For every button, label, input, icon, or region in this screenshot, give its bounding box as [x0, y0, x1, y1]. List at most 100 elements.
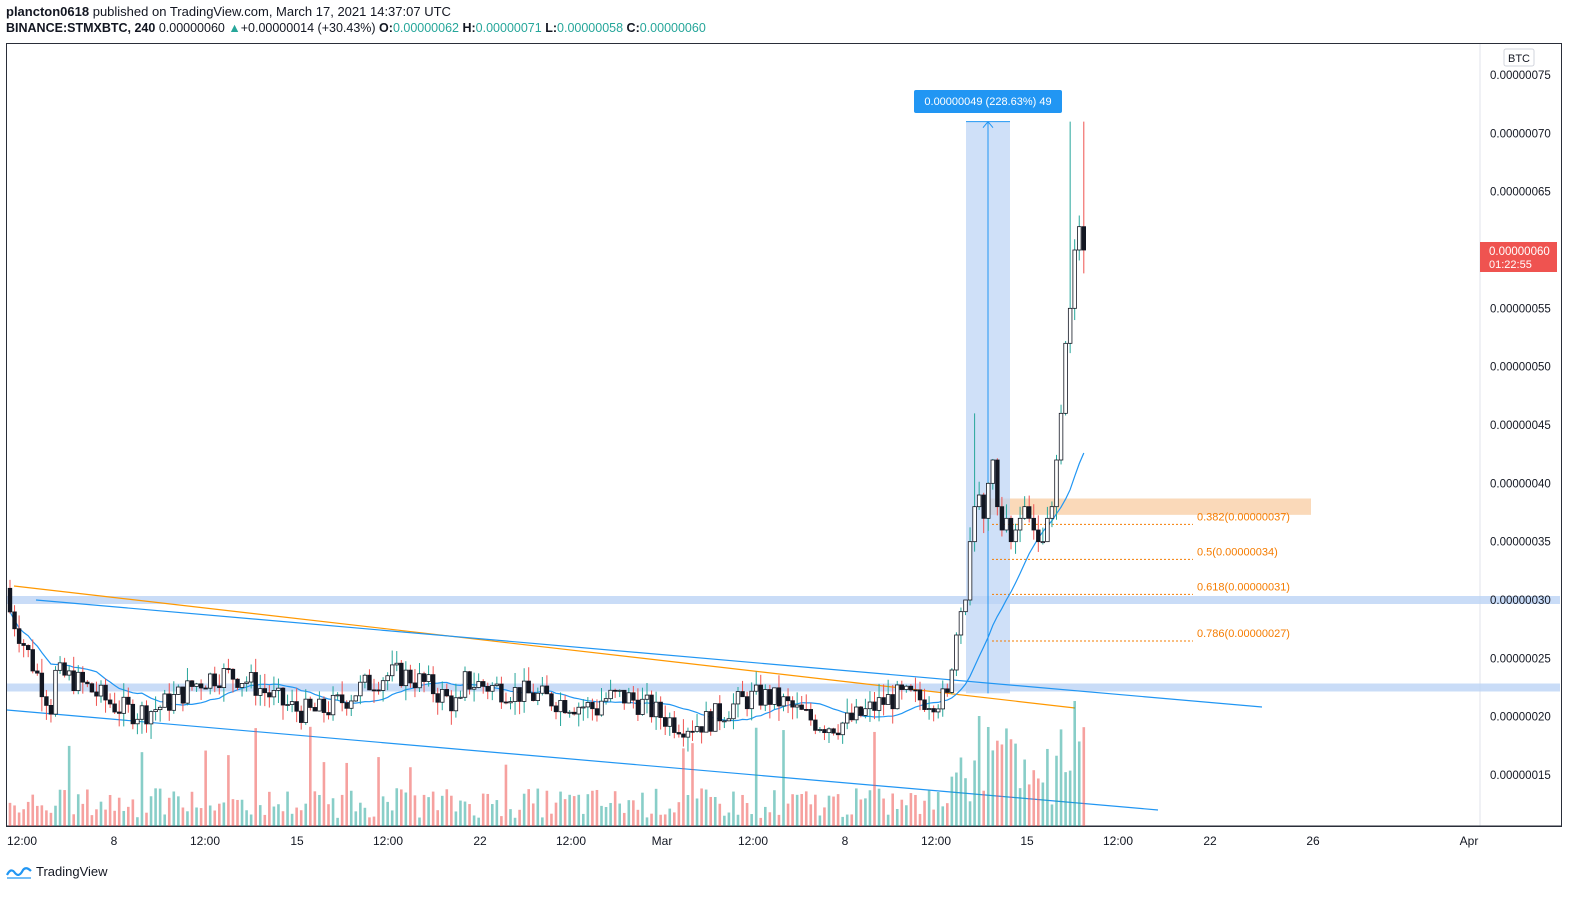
volume-bar	[1068, 770, 1072, 826]
candle-body	[512, 687, 518, 702]
candle-body	[353, 695, 358, 702]
price-tick-label: 0.00000035	[1490, 537, 1551, 549]
candle-body	[835, 732, 841, 736]
volume-bar	[349, 790, 353, 826]
volume-bar	[149, 796, 153, 826]
volume-bar	[900, 799, 904, 826]
measure-label: 0.00000049 (228.63%) 49	[924, 96, 1051, 108]
candle-body	[549, 693, 554, 707]
volume-bar	[213, 810, 217, 826]
candle-body	[535, 692, 540, 701]
volume-bar	[1005, 728, 1008, 826]
price-change: +0.00000014 (+30.43%)	[240, 21, 376, 35]
fib-level-label: 0.5(0.00000034)	[1197, 546, 1278, 558]
candle-body	[731, 703, 736, 720]
volume-bar	[782, 730, 785, 826]
volume-bar	[258, 805, 262, 826]
volume-bar	[190, 791, 194, 826]
volume-bar	[732, 791, 735, 826]
candle-body	[776, 687, 782, 707]
volume-bar	[1055, 755, 1058, 826]
volume-bar	[832, 796, 835, 826]
candle-body	[922, 699, 927, 710]
candle-body	[945, 688, 950, 693]
time-tick-label: 12:00	[7, 834, 37, 848]
volume-bar	[254, 728, 257, 826]
candle-body	[703, 711, 709, 733]
candle-body	[567, 711, 572, 714]
candles	[7, 121, 1086, 752]
candle-body	[558, 700, 563, 713]
volume-bar	[764, 806, 767, 826]
candle-body	[312, 707, 318, 712]
candle-body	[262, 688, 267, 694]
candle-body	[308, 698, 313, 708]
candle-body	[940, 688, 945, 710]
volume-bar	[841, 816, 844, 826]
symbol-name[interactable]: BINANCE:STMXBTC, 240	[6, 21, 156, 35]
candle-body	[758, 684, 763, 706]
volume-bar	[222, 802, 226, 826]
candle-body	[258, 688, 263, 696]
candle-body	[39, 672, 45, 698]
tradingview-brand[interactable]: TradingView	[6, 864, 108, 879]
candle-body	[408, 669, 413, 684]
candle-body	[722, 720, 727, 723]
candle-body	[449, 695, 454, 712]
volume-bar	[527, 789, 530, 826]
candle-body	[57, 662, 63, 671]
volume-bar	[973, 760, 976, 826]
candle-body	[485, 685, 490, 692]
candle-body	[885, 694, 891, 705]
candle-body	[476, 681, 481, 688]
candle-body	[276, 687, 281, 691]
volume-bar	[1073, 701, 1076, 826]
symbol-info-bar: BINANCE:STMXBTC, 240 0.00000060 ▲+0.0000…	[6, 21, 706, 35]
volume-bar	[595, 789, 599, 826]
volume-bar	[668, 808, 672, 826]
price-tick-label: 0.00000065	[1490, 187, 1551, 199]
volume-bar	[886, 814, 890, 826]
volume-bar	[582, 813, 585, 826]
price-tick-label: 0.00000045	[1490, 420, 1551, 432]
candle-body	[271, 690, 277, 698]
volume-bar	[504, 764, 508, 826]
volume-bar	[318, 794, 321, 826]
candle-body	[986, 482, 991, 519]
volume-bar	[859, 799, 863, 826]
candle-body	[1077, 226, 1082, 251]
volume-bar	[996, 740, 999, 826]
candle-body	[212, 673, 217, 687]
volume-bar	[604, 807, 608, 826]
candle-body	[881, 697, 886, 705]
volume-bar	[327, 804, 330, 826]
candle-body	[785, 696, 791, 702]
candle-body	[763, 689, 768, 706]
author-name[interactable]: plancton0618	[6, 4, 90, 19]
candle-body	[289, 701, 295, 705]
volume-bar	[986, 726, 990, 826]
fib-level-label: 0.382(0.00000037)	[1197, 511, 1290, 523]
volume-bar	[181, 807, 185, 826]
time-tick-label: 12:00	[921, 834, 951, 848]
volume-bar	[1027, 784, 1031, 826]
candle-body	[726, 718, 732, 722]
volume-bar	[340, 794, 344, 826]
volume-bar	[700, 788, 703, 826]
candle-body	[963, 599, 968, 613]
candle-body	[103, 684, 108, 701]
candle-body	[1008, 517, 1014, 543]
volume-bar	[991, 750, 995, 826]
candle-body	[895, 684, 900, 710]
candle-body	[603, 698, 609, 702]
volume-bar	[814, 794, 817, 826]
candle-body	[863, 708, 868, 716]
current-price-badge	[1480, 242, 1557, 272]
volume-bar	[436, 810, 439, 826]
candle-body	[53, 669, 58, 715]
volume-bar	[54, 805, 57, 826]
candle-body	[458, 696, 463, 699]
volume-bar	[563, 799, 567, 826]
candle-body	[148, 711, 154, 725]
